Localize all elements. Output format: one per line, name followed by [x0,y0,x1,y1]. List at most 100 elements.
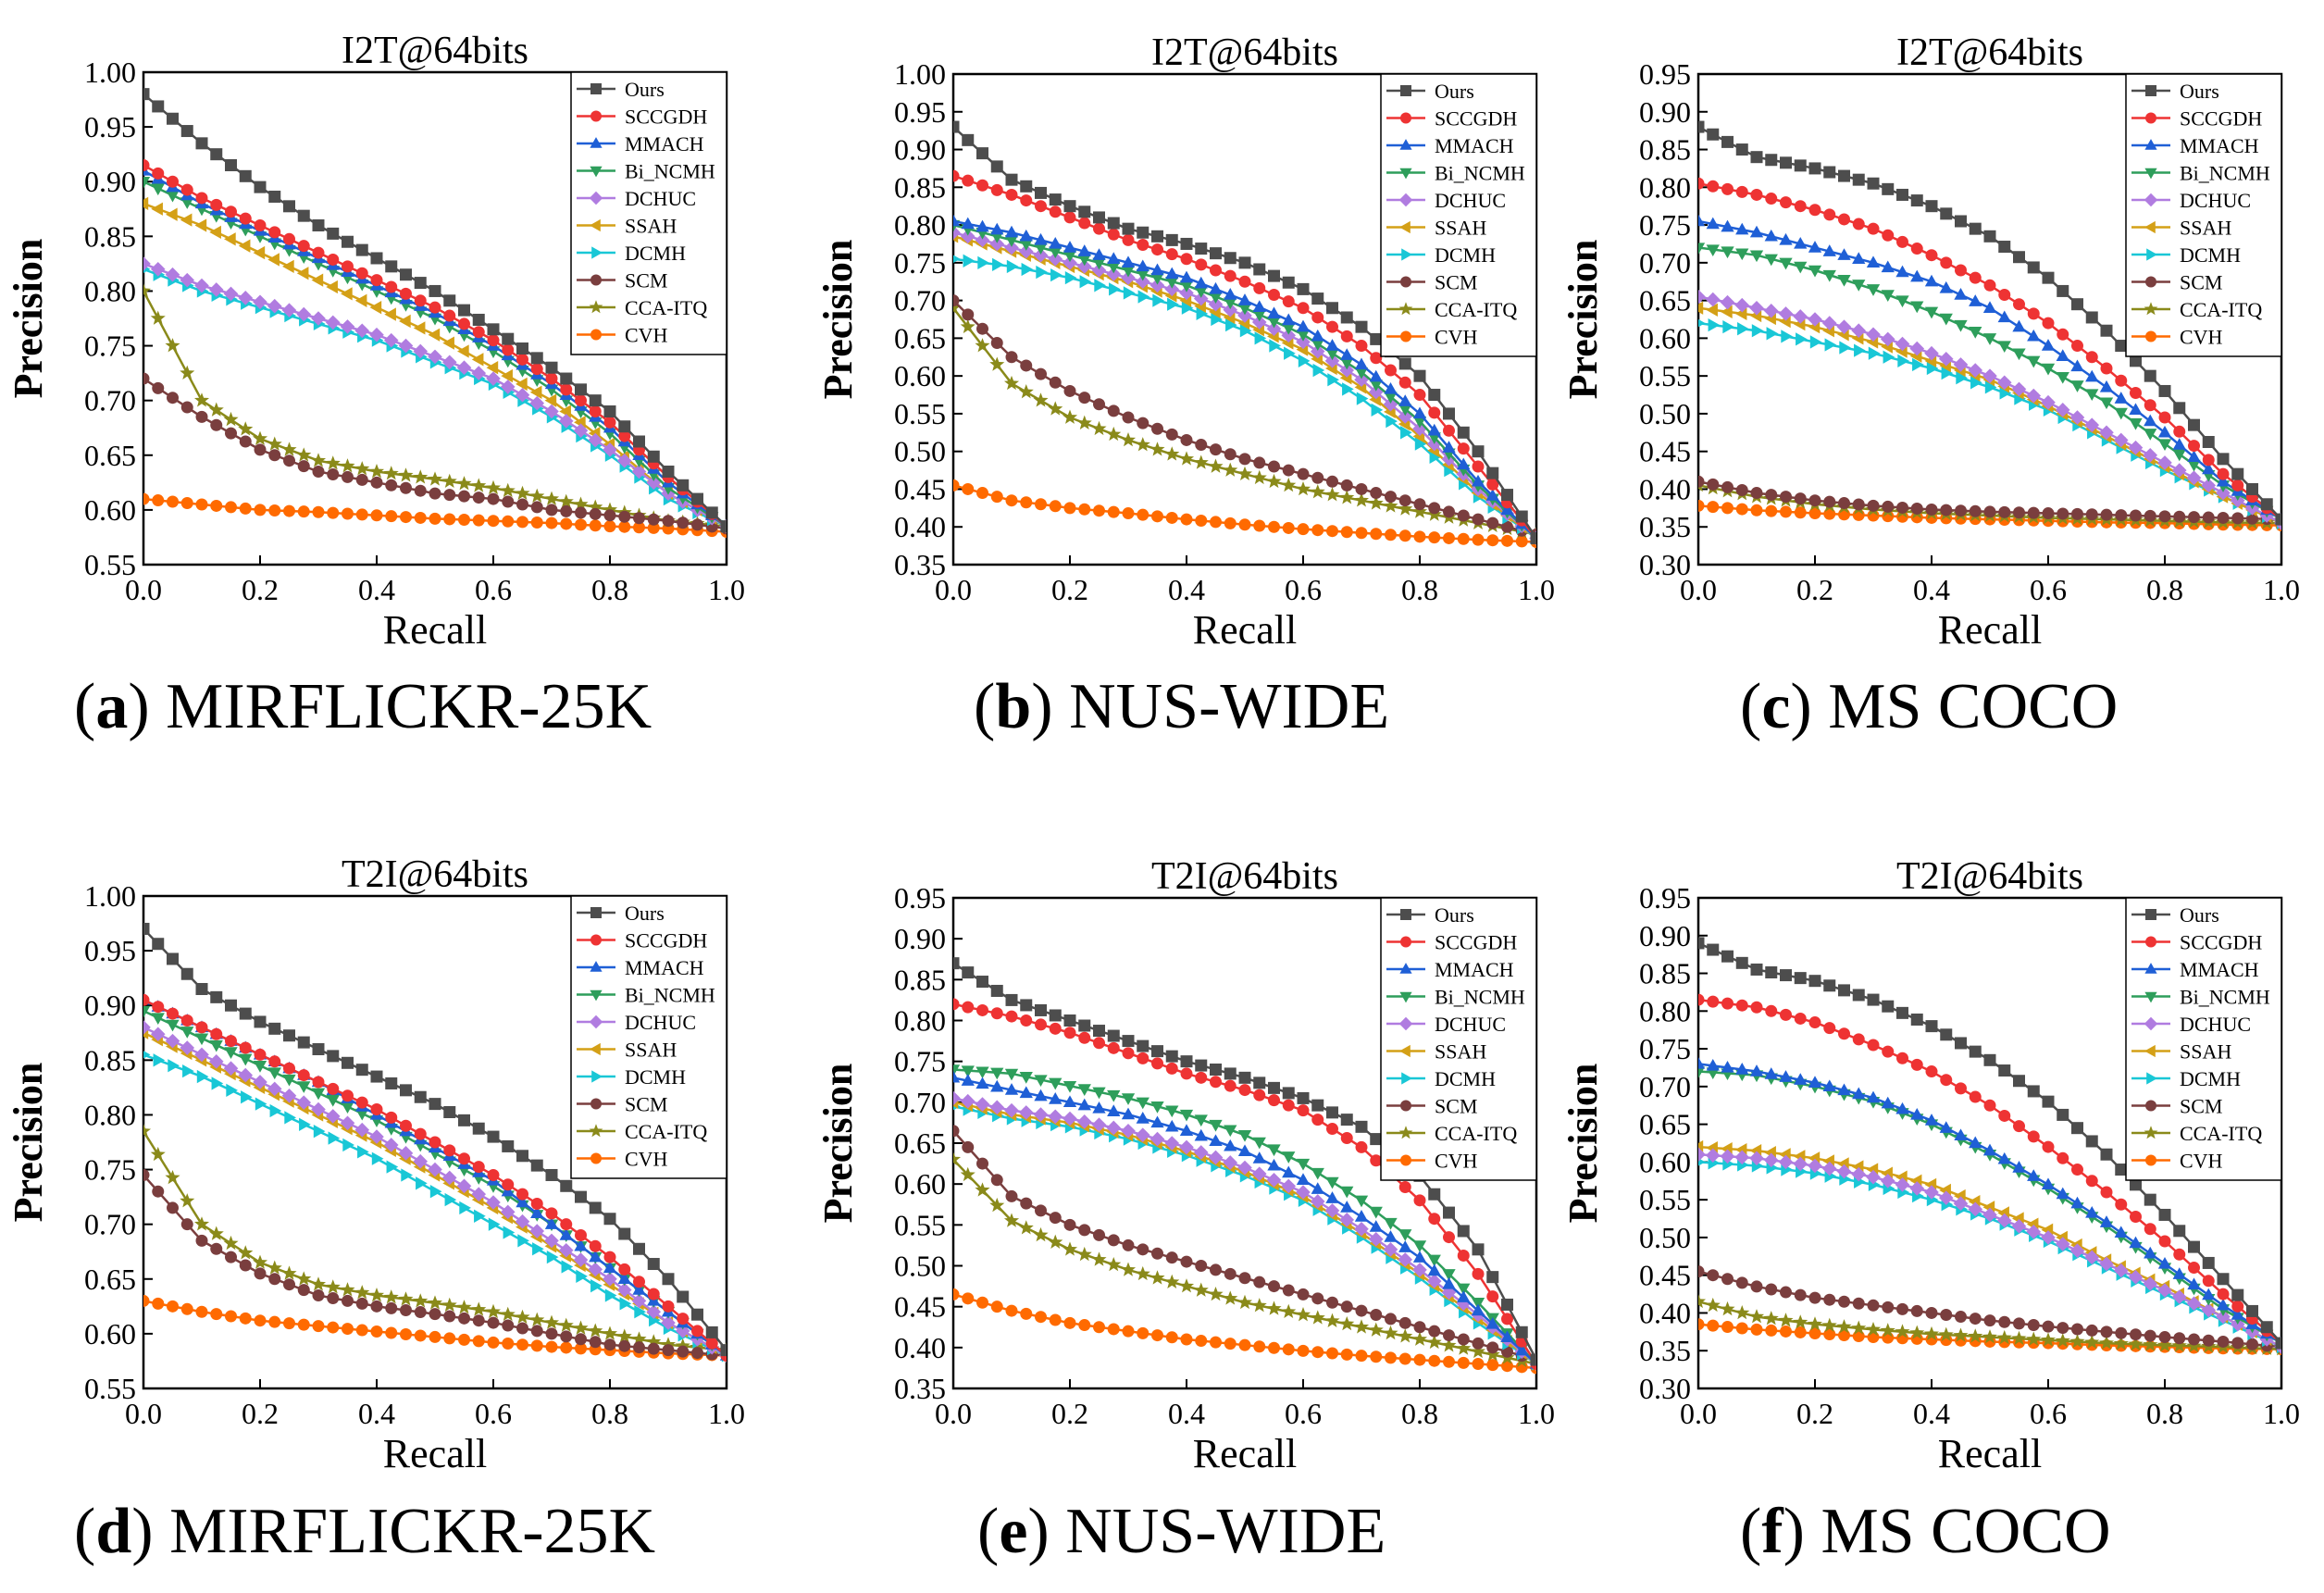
data-point [1370,1133,1383,1146]
y-tick-label: 0.55 [84,548,136,581]
data-point [1311,1099,1324,1112]
data-point [1866,1090,1881,1103]
data-point [1311,471,1324,484]
data-point [1780,491,1792,504]
data-point [1063,384,1076,397]
data-point [1268,1094,1280,1107]
x-tick-label: 0.6 [475,1397,512,1430]
data-point [1706,244,1720,257]
data-point [326,280,338,294]
y-axis-label: Precision [6,239,51,399]
data-point [1924,274,1939,287]
data-point [1107,217,1120,230]
legend-label: Ours [1435,80,1474,103]
data-point [1515,1343,1529,1356]
data-point [223,1235,239,1251]
data-point [1698,993,1705,1006]
data-point [1282,276,1295,289]
data-point [1412,406,1427,419]
data-point [1122,222,1135,235]
data-point [1193,1145,1209,1160]
data-point [1282,1284,1295,1297]
series-ours [953,120,1536,544]
data-point [1707,995,1720,1008]
data-point [618,420,631,433]
data-point [153,1053,166,1067]
data-point [385,260,398,273]
data-point [1721,182,1734,195]
data-point [975,338,990,353]
data-point [1851,1166,1867,1182]
data-point [2231,1300,2244,1313]
data-point [1883,350,1895,364]
data-point [1354,372,1369,388]
data-point [2246,482,2258,495]
data-point [225,501,237,514]
data-point [143,922,150,935]
data-point [1048,401,1063,416]
data-point [342,1089,354,1102]
data-point [662,515,675,528]
data-point [589,1336,602,1349]
data-point [1253,519,1266,532]
data-point [1165,1119,1179,1132]
data-point [1370,1154,1383,1167]
data-point [143,492,150,505]
data-point [1238,453,1251,466]
data-point [1457,1290,1471,1302]
legend-marker [590,110,602,122]
y-tick-label: 0.65 [1639,1108,1691,1141]
legend-marker [2145,1100,2156,1112]
legend-item-cvh: CVH [577,1148,668,1171]
data-point [1852,1330,1865,1343]
data-point [990,984,1003,997]
legend-marker [1401,248,1412,261]
data-point [2187,1277,2201,1290]
data-point [1020,496,1033,509]
data-point [1910,243,1923,255]
legend-label: SSAH [2180,217,2231,240]
data-point [254,1048,267,1061]
data-point [1838,1027,1850,1040]
data-point [1178,1278,1195,1293]
data-point [1909,1325,1925,1339]
data-point [1078,217,1091,230]
data-point [1122,1047,1135,1060]
series-scm [143,372,727,535]
data-point [2202,462,2216,475]
data-point [2042,317,2055,330]
data-point [1150,1115,1164,1128]
data-point [631,1331,647,1346]
data-point [310,453,327,467]
data-point [1983,230,1996,243]
data-point [1865,1321,1882,1337]
data-point [953,225,961,241]
data-point [1838,497,1850,510]
data-point [1457,1333,1470,1346]
data-point [458,1152,470,1165]
y-tick-label: 0.50 [894,435,946,468]
data-point [631,464,647,479]
data-point [1398,501,1413,516]
data-point [1151,1329,1163,1342]
data-point [281,303,297,317]
data-point [1077,254,1091,267]
data-point [1237,1129,1252,1142]
y-tick-label: 0.75 [1639,208,1691,242]
data-point [1281,477,1297,492]
data-point [1838,213,1850,226]
data-point [1808,1076,1822,1088]
data-point [1910,194,1923,207]
data-point [2130,509,2142,522]
data-point [1821,1317,1837,1332]
chart-title: T2I@64bits [1151,855,1338,898]
data-point [1354,367,1369,380]
data-point [1383,498,1398,513]
y-axis-label: Precision [815,1064,861,1224]
data-point [1370,528,1383,541]
data-point [1881,1096,1895,1109]
data-point [1340,1131,1353,1144]
data-point [487,334,500,347]
data-point [400,268,412,281]
data-point [370,1070,383,1083]
